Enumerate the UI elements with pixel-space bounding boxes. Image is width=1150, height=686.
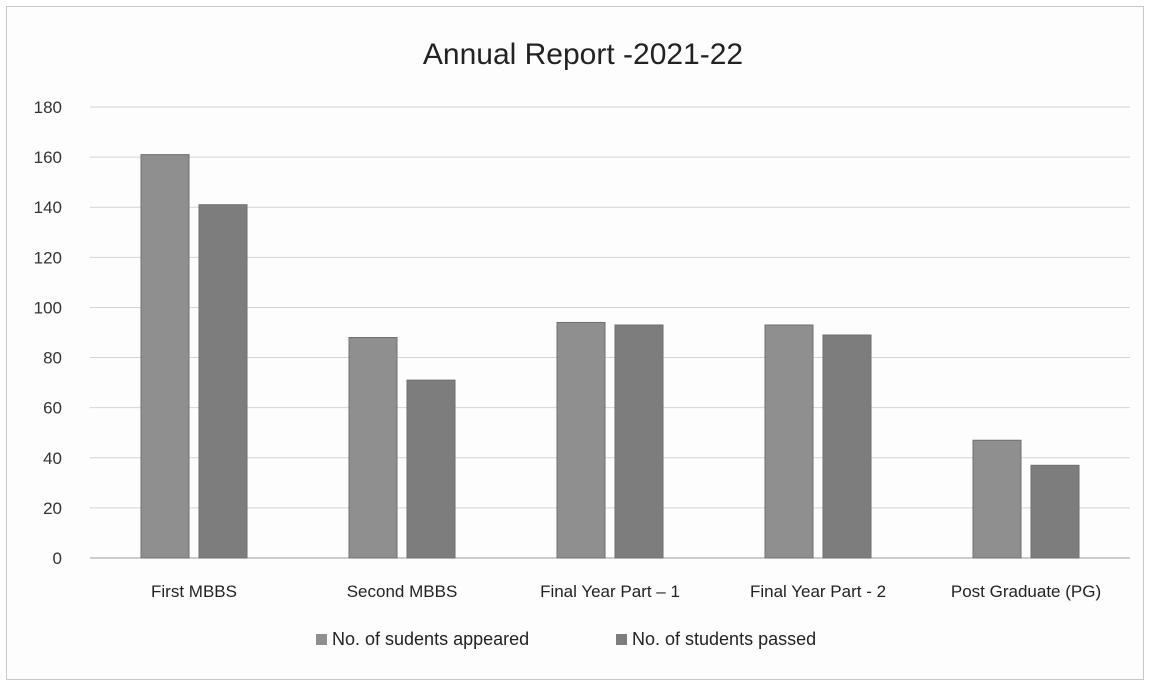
y-tick-label: 140	[34, 198, 62, 217]
y-tick-label: 20	[43, 499, 62, 518]
x-category-label: Final Year Part - 2	[750, 582, 886, 601]
x-axis-labels: First MBBS Second MBBS Final Year Part – 1…	[151, 582, 1101, 601]
legend: No. of sudents appeared No. of students p…	[316, 629, 816, 649]
y-tick-label: 100	[34, 298, 62, 317]
bar-appeared	[556, 321, 606, 559]
y-tick-label: 120	[34, 248, 62, 267]
y-axis-ticks: 0 20 40 60 80 100 120 140 160 180	[34, 98, 62, 568]
legend-swatch	[616, 634, 627, 645]
x-category-label: Post Graduate (PG)	[951, 582, 1101, 601]
gridlines	[90, 106, 1130, 559]
y-tick-label: 160	[34, 148, 62, 167]
legend-label: No. of students passed	[632, 629, 816, 649]
bars	[140, 154, 1080, 559]
y-tick-label: 40	[43, 449, 62, 468]
x-category-label: Second MBBS	[347, 582, 458, 601]
chart-title: Annual Report -2021-22	[423, 38, 743, 71]
y-tick-label: 180	[34, 98, 62, 117]
bar-passed	[406, 379, 456, 559]
legend-label: No. of sudents appeared	[332, 629, 529, 649]
bar-passed	[198, 204, 248, 559]
bar-appeared	[140, 154, 190, 559]
bar-passed	[822, 334, 872, 559]
y-tick-label: 60	[43, 399, 62, 418]
bar-passed	[614, 324, 664, 559]
legend-swatch	[316, 634, 327, 645]
y-tick-label: 80	[43, 349, 62, 368]
x-category-label: First MBBS	[151, 582, 237, 601]
x-category-label: Final Year Part – 1	[540, 582, 680, 601]
y-tick-label: 0	[53, 549, 62, 568]
bar-appeared	[764, 324, 814, 559]
bar-passed	[1030, 464, 1080, 559]
bar-appeared	[348, 337, 398, 559]
bar-appeared	[972, 439, 1022, 559]
